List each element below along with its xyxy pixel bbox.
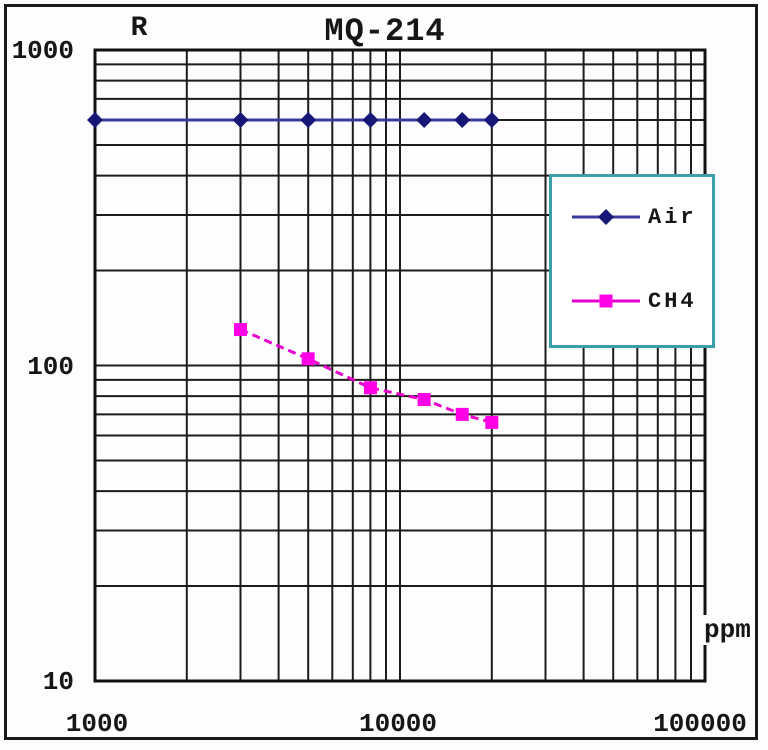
legend-label-ch4: CH4 [648,288,697,314]
legend: Air CH4 [549,174,715,348]
y-tick-100: 100 [27,352,74,382]
legend-entry-air: Air [570,204,697,230]
chart-title: MQ-214 [324,13,446,50]
y-tick-1000: 1000 [11,36,74,66]
ch4-series-marker-icon [572,294,640,308]
legend-entry-ch4: CH4 [570,288,697,314]
y-tick-10: 10 [42,667,74,697]
x-tick-1000: 1000 [65,709,129,739]
y-axis-unit-label: R [130,13,148,44]
legend-label-air: Air [648,204,697,230]
x-axis-unit-label: ppm [702,615,751,645]
x-tick-10000: 10000 [358,709,438,739]
x-tick-100000: 100000 [653,709,747,739]
air-series-marker-icon [572,209,640,225]
